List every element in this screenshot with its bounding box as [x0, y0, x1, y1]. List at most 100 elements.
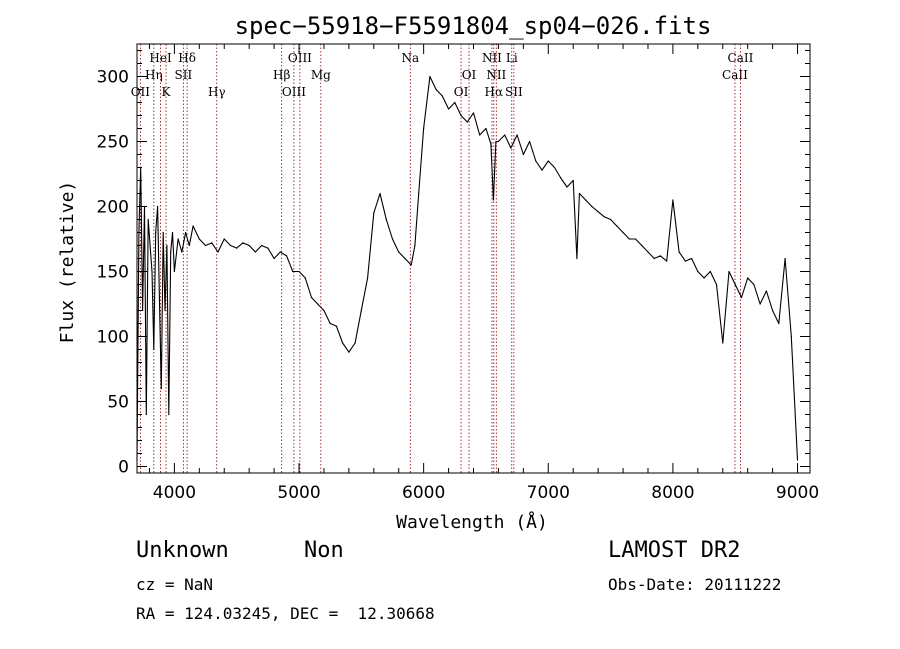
spectrum-point: [366, 277, 369, 279]
spectrum-point: [373, 212, 375, 214]
spectrum-point: [391, 238, 394, 240]
spectrum-point: [323, 309, 325, 312]
spectrum-point: [647, 251, 649, 253]
spectrum-point: [348, 351, 350, 353]
x-axis-label: Wavelength (Å): [396, 511, 548, 533]
spectrum-point: [236, 247, 238, 249]
spectrum-point: [441, 95, 443, 97]
spectrum-point: [547, 160, 549, 162]
spectrum-point: [460, 114, 462, 117]
redshift-label: cz = NaN: [136, 575, 214, 594]
spectral-line-label: OI: [454, 85, 469, 99]
spectrum-point: [566, 186, 568, 188]
spectrum-point: [168, 413, 170, 416]
spectral-line-label: NII: [486, 68, 506, 82]
spectrum-point: [703, 277, 705, 279]
spectral-line-label: OII: [131, 85, 151, 99]
y-tick-label: 300: [97, 68, 129, 88]
spectrum-point: [784, 257, 786, 260]
spectrum-point: [170, 251, 172, 253]
spectrum-point: [254, 251, 256, 253]
spectrum-point: [597, 211, 599, 213]
spectrum-point: [173, 270, 175, 273]
spectral-line-label: SII: [505, 85, 523, 99]
spectrum-point: [603, 216, 605, 218]
class-label: Unknown: [136, 538, 229, 563]
spectrum-point: [188, 244, 190, 247]
spectral-line-label: HeI: [149, 51, 172, 65]
spectrum-point: [273, 257, 275, 260]
spectrum-point: [418, 192, 420, 195]
spectrum-point: [335, 325, 338, 327]
spectrum-point: [684, 260, 686, 262]
spectral-line-label: Hα: [485, 85, 504, 99]
spectral-line-label: Hη: [145, 68, 163, 82]
spectrum-point: [522, 153, 524, 156]
spectrum-point: [528, 140, 531, 143]
spectrum-point: [145, 413, 147, 416]
spectrum-point: [149, 244, 151, 247]
spectrum-point: [454, 101, 456, 104]
spectrum-point: [211, 242, 213, 244]
spectrum-point: [398, 251, 400, 253]
spectrum-point: [147, 218, 149, 221]
spectrum-point: [447, 108, 450, 110]
spectrum-point: [576, 257, 578, 260]
spectrum-point: [410, 264, 412, 266]
spectrum-point: [423, 127, 425, 130]
spectrum-point: [164, 309, 166, 312]
spectral-lines: OIIHηHeIKSIIHδHγHβOIIIOIIIMgNaOIOINIIHαN…: [131, 44, 754, 473]
spectrum-point: [435, 88, 437, 91]
spectrum-point: [585, 199, 587, 201]
spectrum-point: [342, 342, 344, 344]
y-tick-label: 0: [118, 458, 129, 478]
spectrum-point: [747, 277, 749, 279]
y-tick-label: 200: [97, 198, 129, 218]
spectrum-point: [158, 296, 161, 299]
subclass-label: Non: [304, 538, 344, 563]
x-tick-label: 8000: [651, 483, 694, 503]
spectrum-point: [495, 140, 497, 143]
spectrum-point: [790, 335, 792, 338]
spectral-line-label: Hδ: [178, 51, 196, 65]
spectrum-point: [285, 255, 288, 257]
spectral-line-label: CaII: [722, 68, 748, 82]
spectrum-point: [616, 225, 618, 227]
spectrum-point: [472, 112, 475, 114]
spectrum-point: [171, 231, 174, 234]
y-tick-label: 250: [97, 133, 129, 153]
spectrum-point: [734, 283, 736, 286]
spectrum-point: [541, 169, 543, 171]
spectrum-point: [142, 309, 144, 312]
spectrum-point: [691, 257, 693, 260]
spectrum-point: [772, 309, 774, 312]
spectrum-point: [765, 290, 767, 292]
spectrum-point: [217, 251, 219, 253]
spectrum-point: [722, 342, 724, 344]
spectrum-point: [429, 75, 431, 78]
spectrum-point: [709, 270, 711, 273]
coordinates-label: RA = 124.03245, DEC = 12.30668: [136, 604, 435, 623]
spectrum-point: [304, 277, 306, 279]
spectrum-point: [298, 270, 300, 273]
spectrum-point: [672, 199, 674, 201]
spectrum-point: [360, 309, 362, 312]
spectrum-point: [535, 160, 537, 162]
spectrum-point: [634, 238, 637, 240]
spectrum-point: [223, 238, 225, 240]
spectral-line-label: Hγ: [208, 85, 226, 99]
x-tick-label: 7000: [527, 483, 570, 503]
spectrum-point: [510, 147, 512, 149]
spectrum-point: [759, 303, 761, 305]
spectrum-point: [267, 247, 269, 249]
survey-label: LAMOST DR2: [608, 538, 741, 563]
x-tick-label: 5000: [277, 483, 320, 503]
spectral-line-label: CaII: [728, 51, 754, 65]
spectrum-point: [553, 166, 556, 169]
spectrum-point: [242, 242, 244, 244]
spectrum-point: [310, 296, 313, 299]
spectrum-point: [504, 134, 506, 136]
spectrum-point: [404, 257, 406, 260]
spectrum-point: [728, 270, 730, 273]
